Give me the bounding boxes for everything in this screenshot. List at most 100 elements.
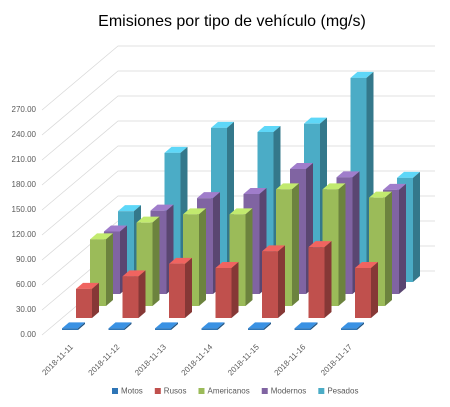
x-tick-label: 2018-11-11 xyxy=(40,342,75,377)
bar xyxy=(201,322,225,330)
bar-front xyxy=(341,328,357,330)
bar-face xyxy=(292,183,299,306)
bar-face xyxy=(350,71,374,78)
bar-face xyxy=(264,322,271,330)
bar xyxy=(62,322,85,330)
x-tick-label: 2018-11-13 xyxy=(133,342,168,377)
bar-face xyxy=(92,282,99,318)
legend-swatch xyxy=(154,388,161,394)
bar xyxy=(355,262,378,318)
legend-label: Motos xyxy=(121,387,143,396)
bar-face xyxy=(136,216,160,223)
y-tick-label: 240.00 xyxy=(12,130,37,139)
bar-face xyxy=(397,171,420,178)
x-tick-label: 2018-11-16 xyxy=(273,342,308,377)
bar-front xyxy=(62,328,78,330)
bar-face xyxy=(336,171,360,178)
bar-face xyxy=(229,208,253,215)
bar-face xyxy=(124,322,132,330)
x-tick-label: 2018-11-17 xyxy=(319,342,354,377)
bar-front xyxy=(108,328,125,330)
bar-face xyxy=(150,204,174,211)
bar-face xyxy=(171,322,178,330)
bar-face xyxy=(310,322,318,330)
y-tick-label: 150.00 xyxy=(12,205,37,214)
bar-face xyxy=(324,241,332,318)
bar-face xyxy=(183,208,206,215)
y-tick-label: 60.00 xyxy=(16,280,37,289)
bar-face xyxy=(369,191,392,198)
bar-front xyxy=(248,328,264,330)
chart-title: Emisiones por tipo de vehículo (mg/s) xyxy=(98,13,366,30)
y-tick-label: 90.00 xyxy=(16,255,37,264)
bar-front xyxy=(122,276,139,318)
bar-face xyxy=(413,171,420,282)
grid-line xyxy=(41,45,435,111)
x-tick-label: 2018-11-15 xyxy=(226,342,261,377)
bar-face xyxy=(138,270,146,318)
legend-swatch xyxy=(318,388,325,394)
bar-face xyxy=(385,191,392,306)
bar-face xyxy=(357,322,364,330)
legend-label: Americanos xyxy=(207,387,249,396)
legend-label: Modernos xyxy=(271,387,307,396)
bar-face xyxy=(231,262,239,318)
bar-face xyxy=(341,322,364,329)
y-tick-label: 180.00 xyxy=(12,180,37,189)
bar-face xyxy=(62,322,85,329)
bar xyxy=(215,262,239,318)
bar-face xyxy=(76,282,99,289)
bar-face xyxy=(104,225,127,232)
bar-front xyxy=(201,328,218,330)
bar-face xyxy=(278,245,285,318)
bar-face xyxy=(338,183,346,306)
bar-front xyxy=(308,247,325,318)
legend-label: Rusos xyxy=(164,387,187,396)
bar-face xyxy=(152,216,160,306)
bar-face xyxy=(197,192,220,199)
bar-face xyxy=(399,183,406,294)
bar xyxy=(155,322,178,330)
bar xyxy=(308,241,332,318)
bar xyxy=(108,322,132,330)
grid-line xyxy=(41,95,435,161)
bar-face xyxy=(169,257,192,264)
bar-face xyxy=(90,233,113,240)
bar-face xyxy=(262,245,285,252)
bar xyxy=(262,245,285,318)
bar xyxy=(169,257,192,318)
bar-front xyxy=(76,288,92,318)
legend-swatch xyxy=(198,388,205,394)
grid-line xyxy=(41,120,435,186)
y-tick-label: 120.00 xyxy=(12,230,37,239)
bar-face xyxy=(211,121,234,128)
bar-face xyxy=(304,117,327,124)
bar-face xyxy=(308,241,332,248)
y-tick-label: 30.00 xyxy=(16,305,37,314)
bar-face xyxy=(294,322,318,329)
bar-face xyxy=(78,322,85,330)
bar-front xyxy=(294,328,311,330)
bar-face xyxy=(257,126,281,132)
bar xyxy=(341,322,364,330)
bar xyxy=(294,322,318,330)
bar xyxy=(136,216,160,306)
bar xyxy=(122,270,146,318)
bar-face xyxy=(106,233,113,306)
bar-face xyxy=(215,262,239,268)
bar-face xyxy=(245,208,253,306)
bar-face xyxy=(248,322,271,329)
bar-face xyxy=(371,262,378,318)
bar-face xyxy=(290,163,313,169)
bar-front xyxy=(169,263,185,318)
y-tick-label: 0.00 xyxy=(20,330,36,339)
bar-face xyxy=(217,322,225,330)
bar-face xyxy=(201,322,225,329)
bar-front xyxy=(155,328,171,330)
bar-face xyxy=(122,270,146,277)
bar xyxy=(76,282,99,318)
bar-face xyxy=(108,322,132,329)
bar-face xyxy=(185,257,192,318)
bar-face xyxy=(322,183,346,190)
